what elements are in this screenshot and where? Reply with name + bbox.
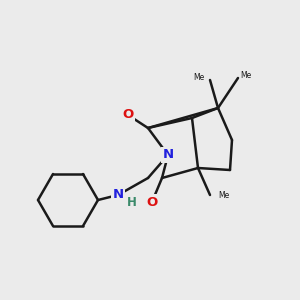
Text: Me: Me [194,74,205,82]
Text: O: O [122,109,134,122]
Text: Me: Me [240,71,251,80]
Text: H: H [127,196,137,209]
Text: O: O [146,196,158,208]
Text: N: N [112,188,124,202]
Text: Me: Me [218,190,229,200]
Text: N: N [162,148,174,161]
